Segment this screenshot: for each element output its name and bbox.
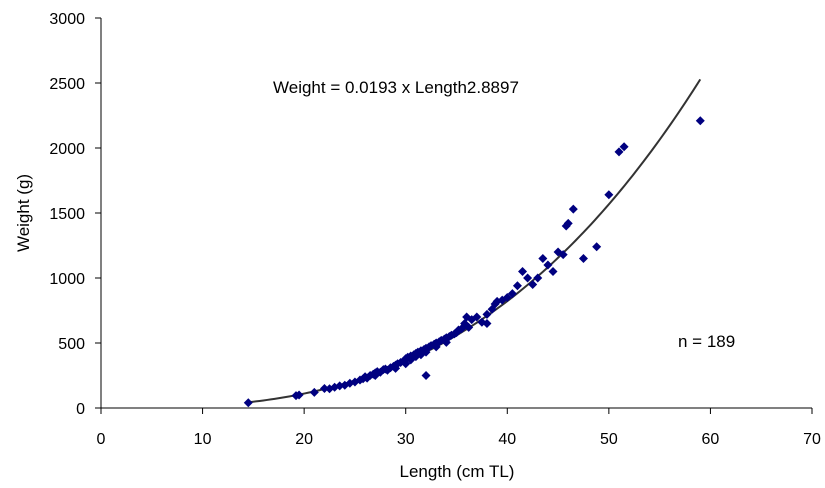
data-point <box>472 312 482 322</box>
x-tick-label: 20 <box>295 431 313 448</box>
data-point <box>518 267 528 276</box>
x-tick-label: 50 <box>600 431 618 448</box>
y-tick-label: 2500 <box>49 76 85 93</box>
x-tick-label: 10 <box>194 431 212 448</box>
x-ticks: 0 10 20 30 40 50 60 70 <box>97 408 821 448</box>
data-point <box>543 260 553 270</box>
y-tick-label: 500 <box>58 336 85 353</box>
fit-curve <box>248 78 702 404</box>
data-point <box>538 254 548 263</box>
data-point <box>578 254 588 263</box>
data-points <box>243 116 705 408</box>
data-point <box>309 387 319 397</box>
data-point <box>533 273 543 283</box>
data-point <box>421 371 431 380</box>
x-tick-label: 70 <box>803 431 821 448</box>
data-point <box>243 398 253 408</box>
y-tick-label: 1000 <box>49 271 85 288</box>
y-tick-label: 1500 <box>49 206 85 223</box>
data-point <box>512 281 522 291</box>
y-tick-label: 0 <box>76 401 85 418</box>
x-tick-label: 0 <box>97 431 106 448</box>
data-point <box>558 250 568 260</box>
y-ticks: 0 500 1000 1500 2000 2500 3000 <box>49 11 101 418</box>
data-point <box>528 280 538 289</box>
data-point <box>604 190 614 200</box>
x-axis-title: Length (cm TL) <box>400 462 515 481</box>
y-tick-label: 2000 <box>49 141 85 158</box>
x-tick-label: 40 <box>498 431 516 448</box>
data-point <box>294 390 304 400</box>
data-point <box>614 147 624 157</box>
x-tick-label: 60 <box>702 431 720 448</box>
y-tick-label: 3000 <box>49 11 85 28</box>
y-axis-title: Weight (g) <box>14 174 33 252</box>
plot-area: 0 10 20 30 40 50 60 70 0 500 1000 1500 2000 2500 3000 <box>49 11 821 448</box>
data-point <box>507 289 517 299</box>
data-point <box>482 309 492 319</box>
data-point <box>482 319 492 328</box>
data-point <box>548 267 558 276</box>
data-point <box>619 142 629 152</box>
data-point <box>319 384 329 393</box>
data-point <box>464 322 474 332</box>
data-point <box>568 204 578 214</box>
data-point <box>592 242 602 252</box>
data-point <box>563 218 573 228</box>
n-annotation: n = 189 <box>678 332 735 351</box>
data-point <box>523 273 533 283</box>
equation-annotation: Weight = 0.0193 x Length2.8897 <box>273 78 519 97</box>
data-point <box>695 116 705 126</box>
x-tick-label: 30 <box>397 431 415 448</box>
